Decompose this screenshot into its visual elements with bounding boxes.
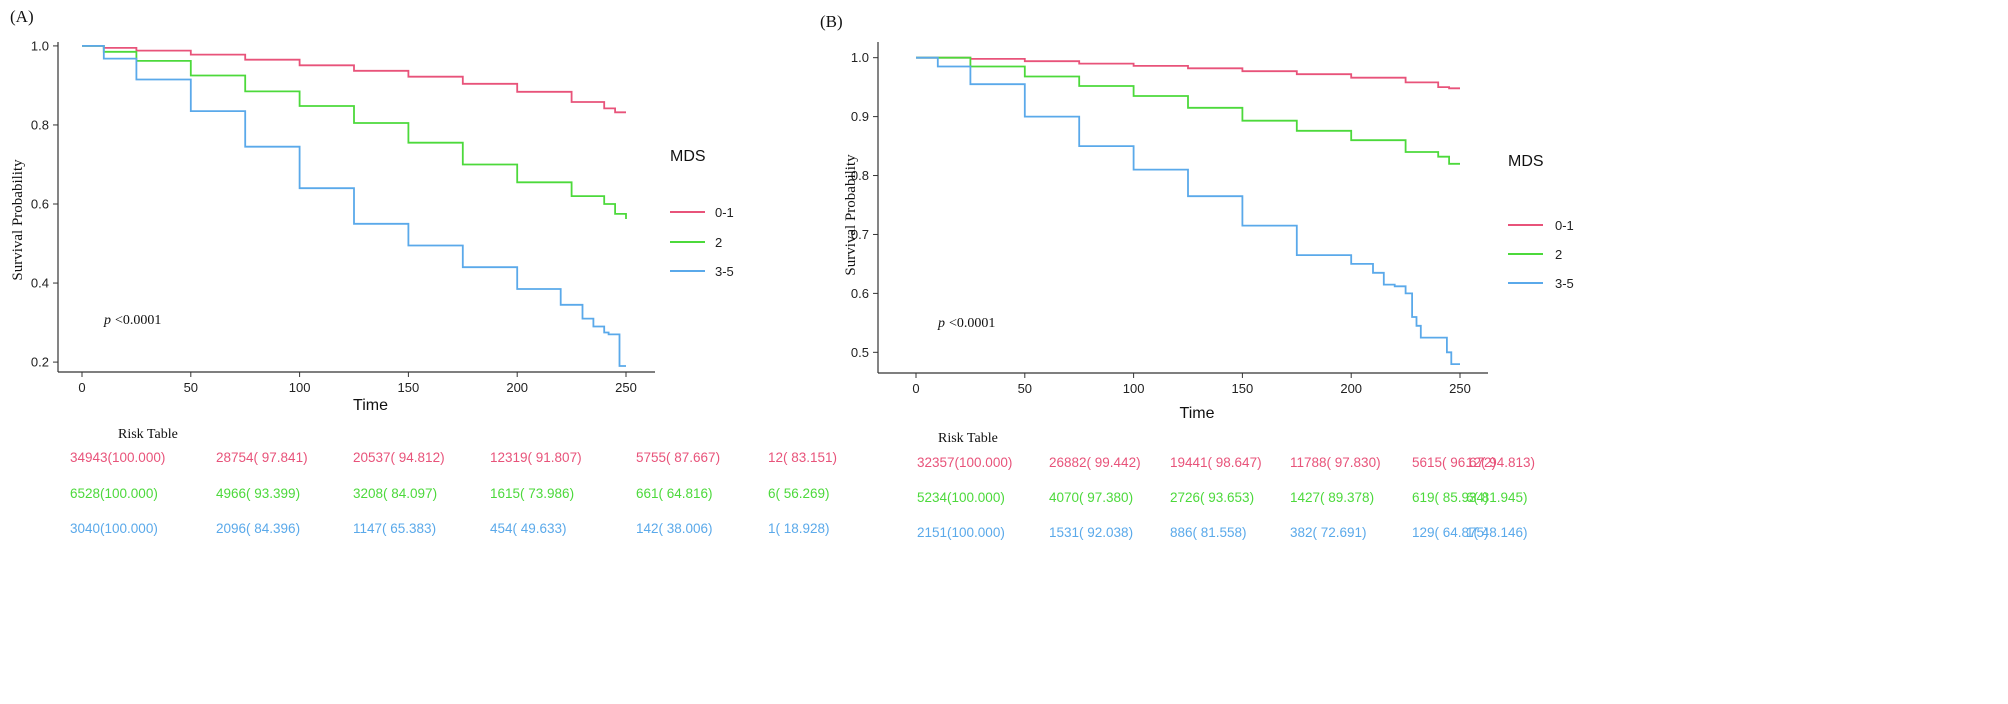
p-value-symbol: p: [937, 316, 945, 331]
x-axis-label: Time: [1180, 405, 1215, 422]
risk-table-cell: 4966( 93.399): [216, 486, 300, 501]
x-tick-label: 50: [184, 380, 198, 395]
y-tick-label: 0.6: [31, 197, 49, 212]
risk-table-cell: 1531( 92.038): [1049, 525, 1133, 540]
risk-table-cell: 2096( 84.396): [216, 521, 300, 536]
y-tick-label: 0.5: [851, 345, 869, 360]
risk-table-cell: 382( 72.691): [1290, 525, 1367, 540]
risk-table-cell: 454( 49.633): [490, 521, 567, 536]
legend-label-2: 2: [715, 235, 722, 250]
legend-label-0-1: 0-1: [715, 205, 734, 220]
x-tick-label: 100: [1123, 381, 1145, 396]
survival-curve-2: [82, 45, 627, 219]
risk-table-cell: 4070( 97.380): [1049, 490, 1133, 505]
risk-table-cell: 2151(100.000): [917, 525, 1005, 540]
p-value-text: <0.0001: [949, 316, 995, 331]
survival-curve-0-1: [82, 45, 626, 114]
x-tick-label: 150: [1232, 381, 1254, 396]
x-tick-label: 250: [1449, 381, 1471, 396]
y-tick-label: 0.4: [31, 276, 49, 291]
survival-curve-0-1: [916, 56, 1460, 90]
risk-table-cell: 26882( 99.442): [1049, 455, 1141, 470]
y-tick-label: 0.6: [851, 286, 869, 301]
legend-title: MDS: [1508, 153, 1544, 170]
x-tick-label: 150: [398, 380, 420, 395]
x-tick-label: 0: [78, 380, 85, 395]
risk-table-cell: 619( 85.934): [1412, 490, 1489, 505]
risk-table-cell: 1( 18.928): [768, 521, 830, 536]
x-tick-label: 200: [1340, 381, 1362, 396]
x-tick-label: 0: [912, 381, 919, 396]
risk-table-title: Risk Table: [938, 431, 998, 446]
risk-table-cell: 2726( 93.653): [1170, 490, 1254, 505]
risk-table-cell: 661( 64.816): [636, 486, 713, 501]
risk-table-cell: 11788( 97.830): [1290, 455, 1381, 470]
risk-table-cell: 28754( 97.841): [216, 450, 308, 465]
y-tick-label: 0.2: [31, 355, 49, 370]
legend-label-3-5: 3-5: [715, 264, 734, 279]
y-tick-label: 0.7: [851, 227, 869, 242]
y-axis-label: Survival Probability: [843, 154, 859, 276]
y-tick-label: 1.0: [31, 38, 49, 53]
risk-table-cell: 5615( 96.672): [1412, 455, 1496, 470]
risk-table-cell: 1427( 89.378): [1290, 490, 1374, 505]
y-axis-label: Survival Probability: [10, 159, 26, 281]
risk-table-cell: 32357(100.000): [917, 455, 1012, 470]
risk-table-cell: 20537( 94.812): [353, 450, 445, 465]
survival-curve-3-5: [82, 45, 626, 367]
y-tick-label: 0.8: [851, 168, 869, 183]
x-tick-label: 200: [506, 380, 528, 395]
p-value-symbol: p: [103, 313, 111, 328]
legend-label-2: 2: [1555, 247, 1562, 262]
risk-table-cell: 5755( 87.667): [636, 450, 720, 465]
risk-table-cell: 142( 38.006): [636, 521, 713, 536]
survival-curve-3-5: [916, 56, 1460, 365]
risk-table-cell: 3040(100.000): [70, 521, 158, 536]
risk-table-cell: 6( 56.269): [768, 486, 830, 501]
panel-label: (B): [820, 12, 843, 31]
risk-table-cell: 5234(100.000): [917, 490, 1005, 505]
legend-label-3-5: 3-5: [1555, 276, 1574, 291]
risk-table-cell: 12( 94.813): [1466, 455, 1535, 470]
risk-table-cell: 129( 64.875): [1412, 525, 1489, 540]
risk-table-cell: 6528(100.000): [70, 486, 158, 501]
risk-table-cell: 19441( 98.647): [1170, 455, 1262, 470]
panel-b: (B) 0 50 100 150 200 250 0.5 0.6 0.7 0.8 0.9 1.0 Time…: [820, 12, 1574, 540]
legend-label-0-1: 0-1: [1555, 218, 1574, 233]
risk-table-cell: 1615( 73.986): [490, 486, 574, 501]
y-tick-label: 1.0: [851, 50, 869, 65]
x-tick-label: 100: [289, 380, 311, 395]
risk-table-title: Risk Table: [118, 427, 178, 442]
risk-table-cell: 1( 48.146): [1466, 525, 1528, 540]
risk-table-cell: 1147( 65.383): [353, 521, 436, 536]
x-tick-label: 50: [1018, 381, 1032, 396]
x-axis-label: Time: [353, 397, 388, 414]
x-tick-label: 250: [615, 380, 637, 395]
risk-table-cell: 6( 81.945): [1466, 490, 1528, 505]
risk-table-cell: 12( 83.151): [768, 450, 837, 465]
p-value-text: <0.0001: [115, 313, 161, 328]
legend-title: MDS: [670, 148, 706, 165]
panel-a: (A) 0 50 100 150 200 250 0.2 0.4 0.6 0.8 1.0 Time Sur…: [10, 7, 837, 536]
risk-table-cell: 3208( 84.097): [353, 486, 437, 501]
y-tick-label: 0.9: [851, 109, 869, 124]
risk-table-cell: 886( 81.558): [1170, 525, 1247, 540]
risk-table-cell: 34943(100.000): [70, 450, 165, 465]
risk-table-cell: 12319( 91.807): [490, 450, 582, 465]
survival-curve-2: [916, 56, 1460, 165]
panel-label: (A): [10, 7, 34, 26]
y-tick-label: 0.8: [31, 117, 49, 132]
